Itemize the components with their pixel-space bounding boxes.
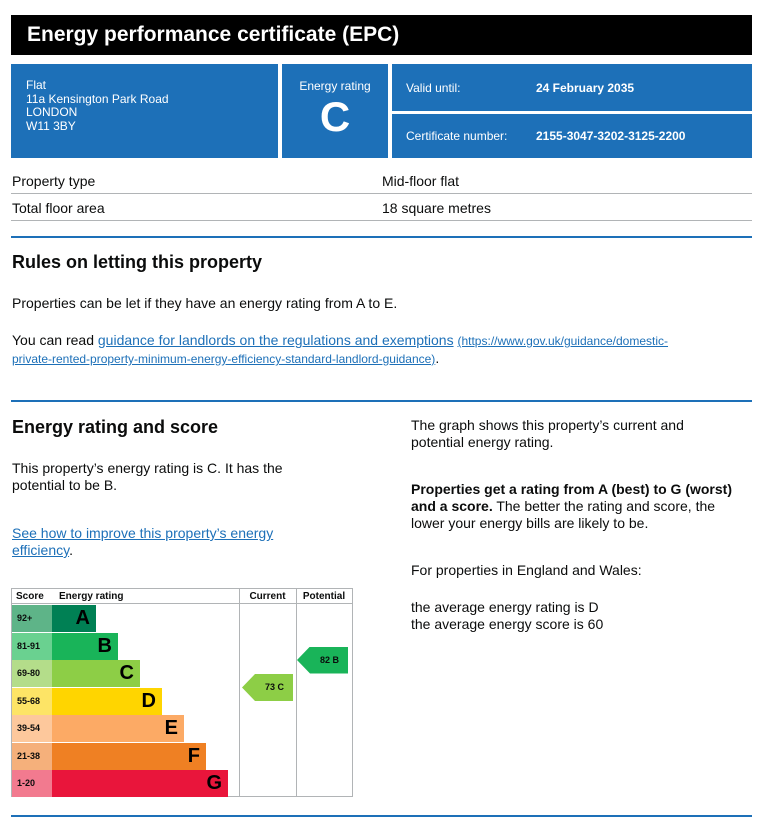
landlord-guidance-link[interactable]: guidance for landlords on the regulation… bbox=[97, 332, 454, 348]
guidance-suffix: . bbox=[435, 350, 440, 366]
letting-guidance-paragraph: You can read guidance for landlords on t… bbox=[12, 332, 742, 368]
score-column-header: Score bbox=[12, 589, 52, 604]
band-bar-b: B bbox=[52, 632, 118, 660]
property-type-label: Flat bbox=[26, 78, 47, 92]
rating-scale-explanation: Properties get a rating from A (best) to… bbox=[411, 481, 732, 532]
band-score-f: 21-38 bbox=[12, 742, 52, 770]
improve-paragraph: See how to improve this property’s energ… bbox=[12, 525, 273, 559]
energy-rating-label: Energy rating bbox=[299, 79, 371, 93]
address-city: LONDON bbox=[26, 105, 78, 119]
property-key: Total floor area bbox=[12, 200, 105, 216]
england-wales-label: For properties in England and Wales: bbox=[411, 562, 642, 578]
epc-rating-graph: Score Energy rating Current Potential 92… bbox=[11, 588, 353, 797]
page-title: Energy performance certificate (EPC) bbox=[11, 15, 752, 55]
property-key: Property type bbox=[12, 173, 96, 189]
section-divider bbox=[11, 815, 752, 817]
certificate-number-value: 2155-3047-3202-3125-2200 bbox=[536, 129, 686, 143]
property-value: 18 square metres bbox=[382, 200, 491, 216]
address-postcode: W11 3BY bbox=[26, 118, 76, 133]
valid-until-value: 24 February 2035 bbox=[536, 80, 635, 95]
letting-paragraph: Properties can be let if they have an en… bbox=[12, 295, 398, 311]
certificate-number-label: Certificate number: bbox=[406, 129, 508, 143]
rating-scale-line: Properties get a rating from A (best) to… bbox=[411, 481, 732, 497]
property-value: Mid-floor flat bbox=[382, 173, 460, 189]
address-line1: 11a Kensington Park Road bbox=[26, 91, 169, 106]
section-divider bbox=[11, 236, 752, 238]
band-score-c: 69-80 bbox=[12, 660, 52, 687]
average-score: the average energy score is 60 bbox=[411, 616, 604, 632]
rating-summary-line: potential to be B. bbox=[12, 477, 118, 493]
valid-until-label: Valid until: bbox=[406, 80, 461, 95]
potential-column-header: Potential bbox=[296, 589, 352, 604]
improve-suffix: . bbox=[69, 542, 73, 558]
rating-scale-rest: The better the rating and score, the bbox=[492, 498, 716, 514]
average-rating: the average energy rating is D bbox=[411, 599, 599, 615]
band-bar-e: E bbox=[52, 715, 184, 742]
graph-explanation: The graph shows this property’s current … bbox=[411, 417, 684, 451]
improve-efficiency-link-cont[interactable]: efficiency bbox=[12, 542, 70, 558]
rating-scale-bold: and a score. bbox=[411, 498, 493, 514]
energy-rating-letter: C bbox=[319, 93, 351, 140]
guidance-prefix: You can read bbox=[12, 332, 98, 348]
letting-heading: Rules on letting this property bbox=[12, 252, 263, 272]
section-divider bbox=[11, 400, 752, 402]
certificate-number-panel: Certificate number: 2155-3047-3202-3125-… bbox=[392, 114, 752, 158]
improve-efficiency-link[interactable]: See how to improve this property’s energ… bbox=[12, 525, 274, 541]
band-bar-d: D bbox=[52, 687, 162, 715]
score-heading: Energy rating and score bbox=[12, 417, 219, 437]
band-bar-c: C bbox=[52, 660, 140, 687]
average-stats: the average energy rating is D the avera… bbox=[411, 599, 603, 633]
band-score-g: 1-20 bbox=[12, 770, 52, 797]
column-divider bbox=[239, 589, 240, 796]
landlord-guidance-url-cont[interactable]: private-rented-property-minimum-energy-e… bbox=[12, 352, 436, 366]
potential-rating-arrow: 82 B bbox=[297, 646, 348, 674]
column-divider bbox=[296, 589, 297, 796]
rating-summary-line: This property’s energy rating is C. It h… bbox=[12, 460, 283, 476]
band-bar-f: F bbox=[52, 742, 206, 770]
valid-until-panel: Valid until: 24 February 2035 bbox=[392, 64, 752, 111]
property-row: Property type Mid-floor flat bbox=[11, 168, 752, 194]
graph-explanation-line: potential energy rating. bbox=[411, 434, 554, 450]
band-score-a: 92+ bbox=[12, 605, 52, 632]
energy-rating-panel: Energy rating C bbox=[282, 64, 388, 158]
band-bar-a: A bbox=[52, 605, 96, 632]
current-column-header: Current bbox=[239, 589, 296, 604]
address-panel: Flat 11a Kensington Park Road LONDON W11… bbox=[11, 64, 278, 158]
property-row: Total floor area 18 square metres bbox=[11, 195, 752, 221]
current-rating-arrow: 73 C bbox=[242, 674, 293, 701]
band-score-e: 39-54 bbox=[12, 715, 52, 742]
energy-rating-column-header: Energy rating bbox=[52, 589, 239, 604]
graph-explanation-line: The graph shows this property’s current … bbox=[411, 417, 684, 433]
band-score-b: 81-91 bbox=[12, 632, 52, 660]
band-bar-g: G bbox=[52, 770, 228, 797]
rating-summary: This property’s energy rating is C. It h… bbox=[12, 460, 283, 494]
rating-scale-line: lower your energy bills are likely to be… bbox=[411, 515, 649, 531]
landlord-guidance-url[interactable]: (https://www.gov.uk/guidance/domestic- bbox=[457, 334, 669, 348]
band-score-d: 55-68 bbox=[12, 687, 52, 715]
